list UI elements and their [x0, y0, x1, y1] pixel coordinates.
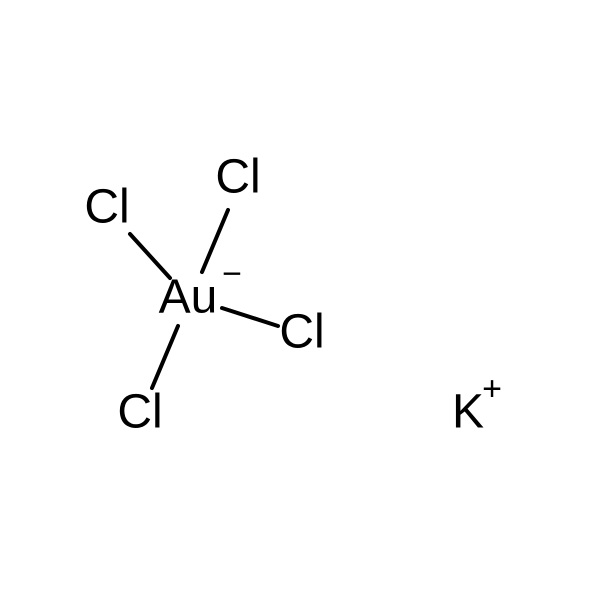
atom-Cl_ul: Cl — [84, 181, 129, 234]
canvas-bg — [0, 0, 600, 600]
charge-Au: − — [222, 255, 242, 293]
atom-K: K — [452, 386, 484, 439]
charge-K: + — [482, 370, 502, 408]
atom-Cl_ur: Cl — [215, 151, 260, 204]
chemical-structure: Au−ClClClClK+ — [0, 0, 600, 600]
atom-Au: Au — [159, 271, 218, 324]
atom-Cl_lr: Cl — [279, 306, 324, 359]
atom-Cl_ll: Cl — [117, 386, 162, 439]
